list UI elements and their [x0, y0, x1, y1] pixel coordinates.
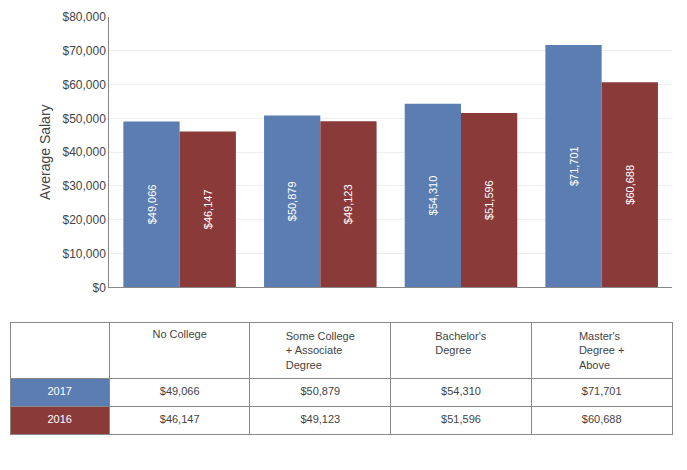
svg-text:$49,066: $49,066: [160, 385, 200, 397]
svg-text:$49,123: $49,123: [300, 413, 340, 425]
svg-text:$46,147: $46,147: [160, 413, 200, 425]
svg-text:$70,000: $70,000: [63, 44, 107, 58]
svg-text:$54,310: $54,310: [441, 385, 481, 397]
svg-text:$51,596: $51,596: [483, 180, 495, 220]
svg-text:$50,879: $50,879: [300, 385, 340, 397]
svg-text:$49,123: $49,123: [342, 184, 354, 224]
svg-text:$46,147: $46,147: [202, 189, 214, 229]
svg-text:$50,879: $50,879: [286, 181, 298, 221]
svg-text:Average Salary: Average Salary: [37, 104, 53, 199]
svg-text:$40,000: $40,000: [63, 145, 107, 159]
svg-text:$20,000: $20,000: [63, 213, 107, 227]
svg-text:$80,000: $80,000: [63, 10, 107, 24]
svg-text:No College: No College: [152, 328, 206, 340]
svg-text:$60,688: $60,688: [582, 413, 622, 425]
svg-text:$51,596: $51,596: [441, 413, 481, 425]
svg-text:2016: 2016: [47, 413, 71, 425]
svg-text:Some College+ AssociateDegree: Some College+ AssociateDegree: [286, 330, 355, 371]
svg-text:$60,000: $60,000: [63, 78, 107, 92]
svg-text:$49,066: $49,066: [146, 185, 158, 225]
svg-text:$60,688: $60,688: [624, 165, 636, 205]
svg-text:2017: 2017: [47, 385, 71, 397]
svg-text:$30,000: $30,000: [63, 179, 107, 193]
svg-text:Master'sDegree +Above: Master'sDegree +Above: [579, 330, 625, 371]
svg-text:Bachelor'sDegree: Bachelor'sDegree: [435, 330, 487, 356]
svg-text:$54,310: $54,310: [427, 176, 439, 216]
svg-text:$50,000: $50,000: [63, 112, 107, 126]
svg-text:$10,000: $10,000: [63, 247, 107, 261]
svg-text:$71,701: $71,701: [568, 146, 580, 186]
svg-text:$71,701: $71,701: [582, 385, 622, 397]
svg-text:$0: $0: [93, 281, 107, 295]
